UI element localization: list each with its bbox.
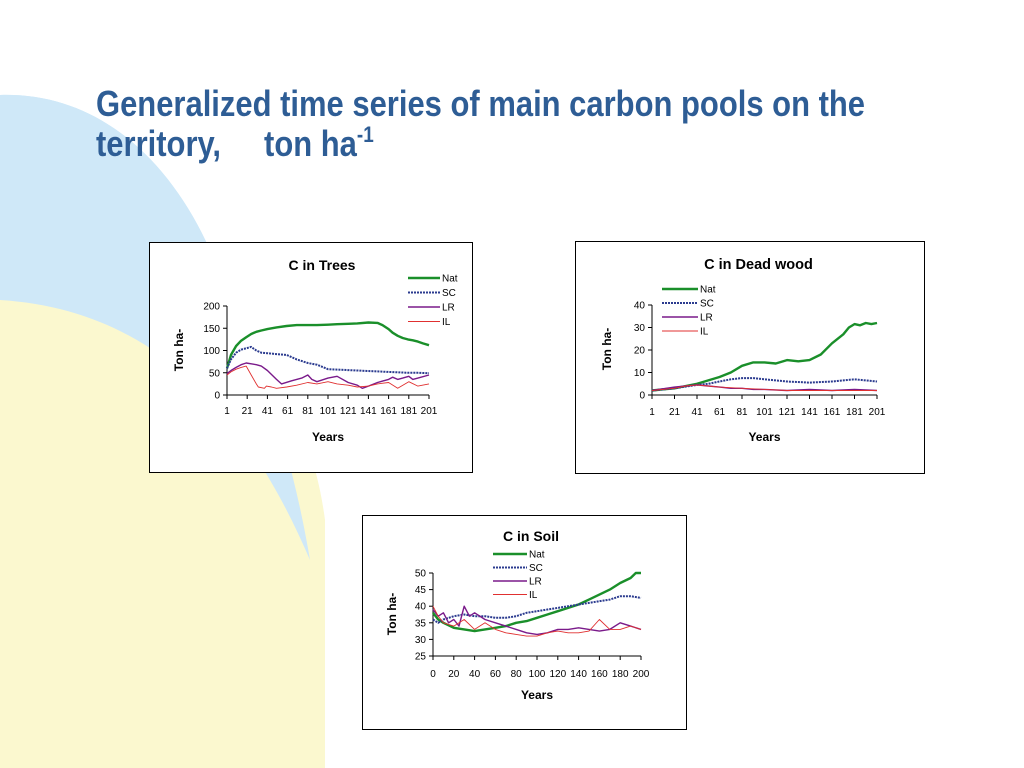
- y-tick-label: 30: [634, 323, 646, 334]
- legend-label-nat: Nat: [700, 285, 716, 296]
- x-tick-label: 21: [669, 407, 681, 418]
- x-tick-label: 160: [591, 669, 608, 680]
- x-tick-label: 60: [490, 669, 502, 680]
- y-axis-label: Ton ha-: [172, 329, 186, 371]
- chart-title-dead-wood: C in Dead wood: [704, 257, 813, 273]
- x-axis-label: Years: [521, 688, 553, 702]
- chart-panel-trees: C in Trees 0 50 100 150 200 1 21 41 61 81 101 121 141…: [149, 242, 473, 473]
- x-tick-label: 121: [340, 406, 357, 417]
- chart-title-soil: C in Soil: [503, 528, 559, 544]
- x-tick-label: 41: [262, 406, 274, 417]
- y-tick-label: 150: [203, 324, 220, 335]
- x-tick-label: 181: [846, 407, 863, 418]
- y-tick-label: 40: [415, 602, 427, 613]
- x-axis-label: Years: [312, 430, 344, 444]
- x-tick-label: 140: [570, 669, 587, 680]
- y-tick-label: 40: [634, 301, 646, 312]
- x-tick-label: 61: [282, 406, 294, 417]
- x-tick-label: 1: [224, 406, 230, 417]
- y-tick-label: 0: [214, 391, 220, 402]
- x-tick-label: 80: [511, 669, 523, 680]
- legend-label-il: IL: [529, 590, 538, 601]
- legend-label-sc: SC: [442, 288, 456, 299]
- x-tick-label: 41: [691, 407, 703, 418]
- series-line-il: [432, 605, 642, 637]
- chart-svg: C in Soil 25 30 35 40 45 50 0 20 40 60 80 100 120 140 1…: [385, 528, 650, 702]
- x-tick-label: 40: [469, 669, 481, 680]
- x-tick-label: 101: [756, 407, 773, 418]
- x-tick-label: 161: [380, 406, 397, 417]
- x-tick-label: 161: [824, 407, 841, 418]
- legend-label-nat: Nat: [442, 274, 458, 285]
- slide-title: Generalized time series of main carbon p…: [96, 84, 870, 164]
- x-tick-label: 20: [448, 669, 460, 680]
- x-tick-label: 181: [400, 406, 417, 417]
- y-tick-label: 10: [634, 368, 646, 379]
- x-tick-label: 81: [736, 407, 748, 418]
- y-tick-label: 20: [634, 346, 646, 357]
- x-axis-label: Years: [748, 430, 780, 444]
- series-line-nat: [432, 571, 641, 633]
- chart-title-trees: C in Trees: [289, 257, 356, 273]
- y-tick-label: 0: [639, 391, 645, 402]
- x-tick-label: 141: [801, 407, 818, 418]
- series-line-sc: [226, 345, 430, 375]
- x-tick-label: 141: [360, 406, 377, 417]
- x-tick-label: 121: [779, 407, 796, 418]
- x-tick-label: 201: [421, 406, 438, 417]
- x-tick-label: 21: [242, 406, 254, 417]
- legend-label-sc: SC: [529, 563, 543, 574]
- x-tick-label: 120: [549, 669, 566, 680]
- legend-label-lr: LR: [700, 313, 713, 324]
- x-tick-label: 200: [633, 669, 650, 680]
- x-tick-label: 100: [529, 669, 546, 680]
- series-line-sc: [432, 595, 642, 624]
- y-tick-label: 25: [415, 652, 427, 663]
- x-tick-label: 101: [320, 406, 337, 417]
- series-line-lr: [432, 605, 642, 636]
- legend-label-sc: SC: [700, 299, 714, 310]
- series-line-nat: [225, 321, 430, 369]
- series-line-sc: [651, 377, 878, 392]
- chart-panel-dead-wood: C in Dead wood 0 10 20 30 40 1 21 41 61 81 101 121 14…: [575, 241, 925, 474]
- chart-panel-soil: C in Soil 25 30 35 40 45 50 0 20 40 60 80 100 120 140 1…: [362, 515, 687, 730]
- slide-title-unit-superscript: -1: [356, 122, 374, 147]
- legend-label-il: IL: [700, 327, 709, 338]
- legend-label-lr: LR: [442, 303, 455, 314]
- slide-title-main: Generalized time series of main carbon p…: [96, 83, 866, 164]
- y-tick-label: 45: [415, 585, 427, 596]
- y-axis-label: Ton ha-: [600, 328, 614, 370]
- legend-label-nat: Nat: [529, 550, 545, 561]
- x-tick-label: 61: [714, 407, 726, 418]
- series-line-il: [651, 384, 877, 391]
- background-blue-fill: [0, 94, 210, 250]
- y-tick-label: 50: [209, 368, 221, 379]
- slide-title-unit: ton ha: [264, 123, 357, 164]
- legend-label-lr: LR: [529, 577, 542, 588]
- x-tick-label: 180: [612, 669, 629, 680]
- x-tick-label: 81: [302, 406, 314, 417]
- x-tick-label: 0: [430, 669, 436, 680]
- y-tick-label: 30: [415, 635, 427, 646]
- y-tick-label: 50: [415, 569, 427, 580]
- y-tick-label: 200: [203, 302, 220, 313]
- legend-label-il: IL: [442, 317, 451, 328]
- y-axis-label: Ton ha-: [385, 593, 399, 635]
- series-line-nat: [651, 321, 878, 392]
- x-tick-label: 1: [649, 407, 655, 418]
- y-tick-label: 35: [415, 618, 427, 629]
- series-line-lr: [226, 362, 430, 390]
- x-tick-label: 201: [869, 407, 886, 418]
- series-line-il: [226, 365, 430, 389]
- y-tick-label: 100: [203, 346, 220, 357]
